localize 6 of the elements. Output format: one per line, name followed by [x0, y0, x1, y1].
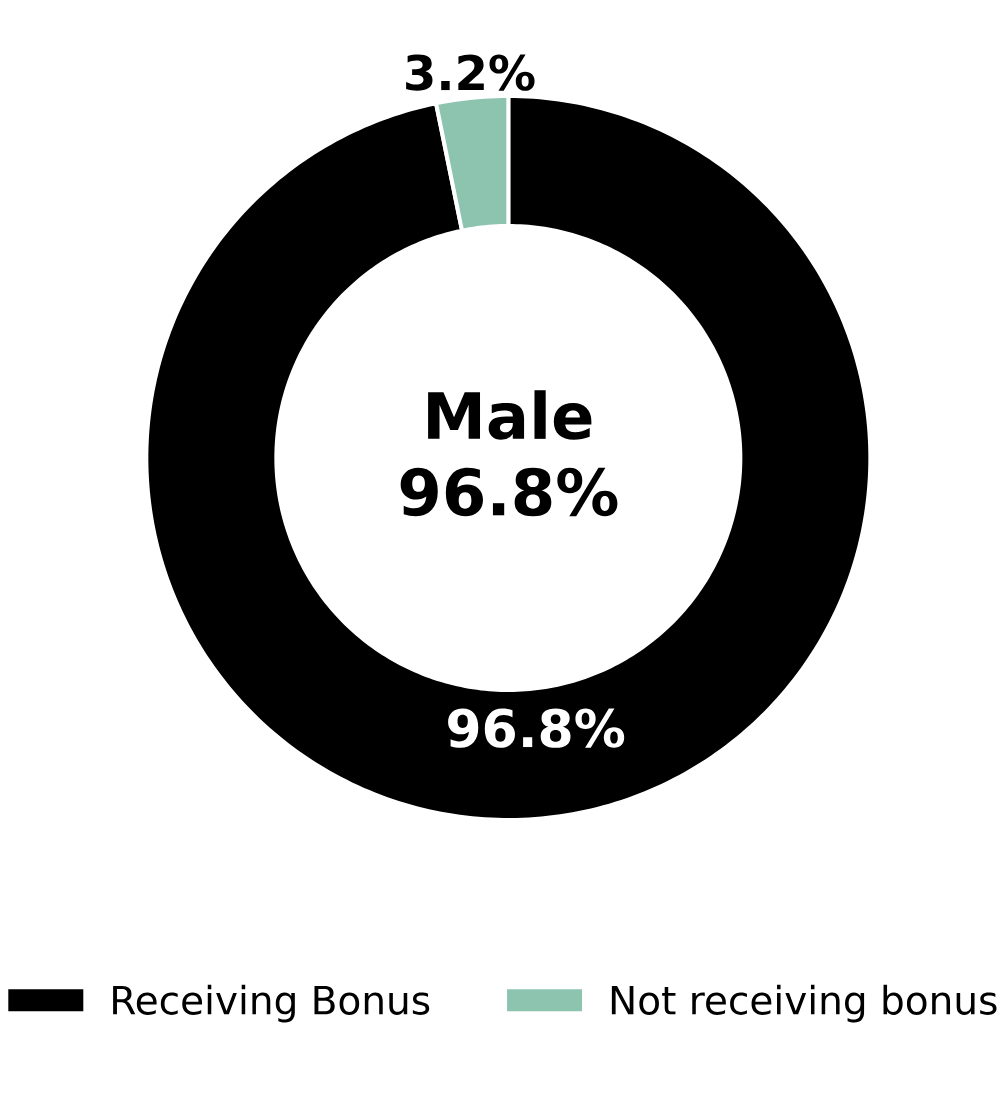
data-label: 96.8% [447, 708, 625, 748]
text: 96.8% [400, 467, 618, 517]
legend-label: Receiving Bonus [112, 984, 430, 1023]
data-label: 3.2% [405, 54, 535, 91]
legend-label: Not receiving bonus [611, 984, 997, 1023]
text: Male [427, 390, 592, 440]
